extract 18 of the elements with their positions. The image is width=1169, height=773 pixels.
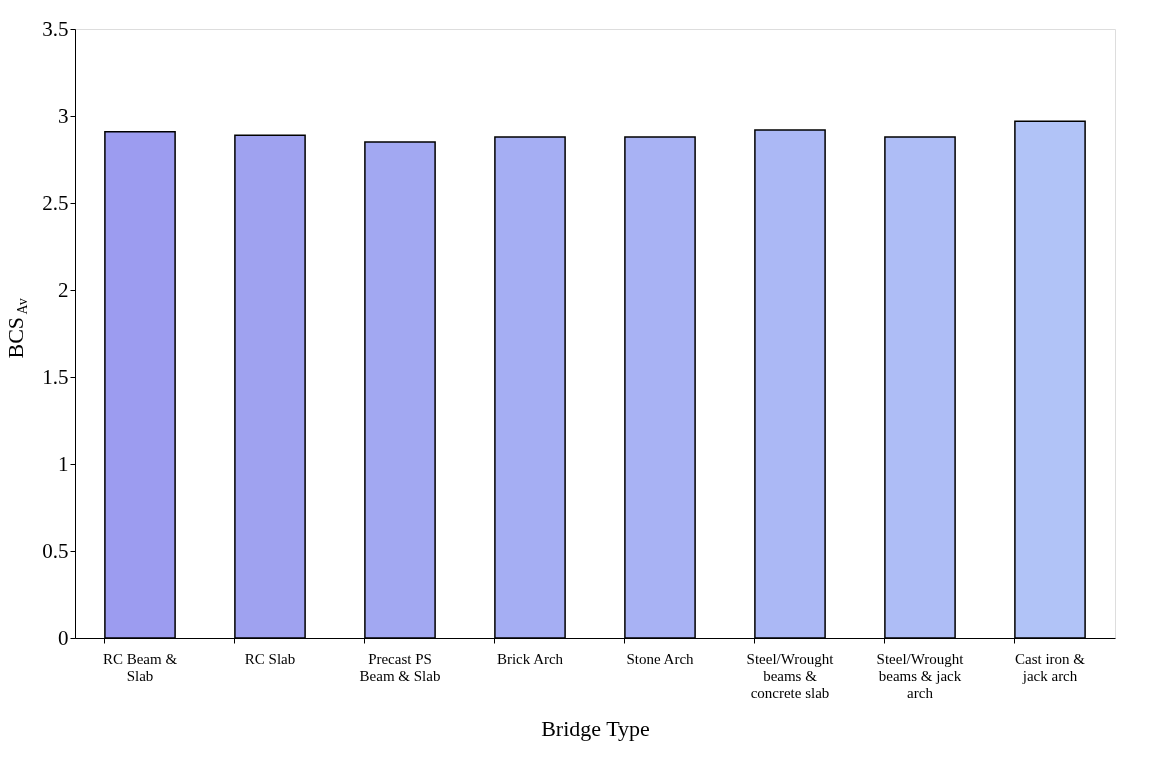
x-tick-label: Steel/Wrought beams & concrete slab <box>746 650 835 701</box>
y-axis-title: BCSAv <box>3 298 30 359</box>
y-tick-label: 3 <box>58 103 69 128</box>
x-tick-label: Steel/Wrought beams & jack arch <box>876 650 965 701</box>
y-tick-label: 2 <box>58 277 69 302</box>
x-tick-label: RC Beam & Slab <box>102 650 178 684</box>
y-tick-label: 3.5 <box>42 16 69 41</box>
y-tick-label: 1.5 <box>42 364 69 389</box>
y-tick-label: 1 <box>58 451 69 476</box>
x-tick-label: RC Slab <box>244 650 296 667</box>
y-tick-label: 2.5 <box>42 190 69 215</box>
x-tick-label: Brick Arch <box>496 650 564 667</box>
x-tick-label: Cast iron & jack arch <box>1015 650 1086 684</box>
y-tick-label: 0.5 <box>42 538 69 563</box>
y-tick-label: 0 <box>58 625 69 650</box>
x-tick-label: Stone Arch <box>626 650 695 667</box>
x-axis-title: Bridge Type <box>541 715 650 741</box>
x-tick-label: Precast PS Beam & Slab <box>359 650 441 684</box>
